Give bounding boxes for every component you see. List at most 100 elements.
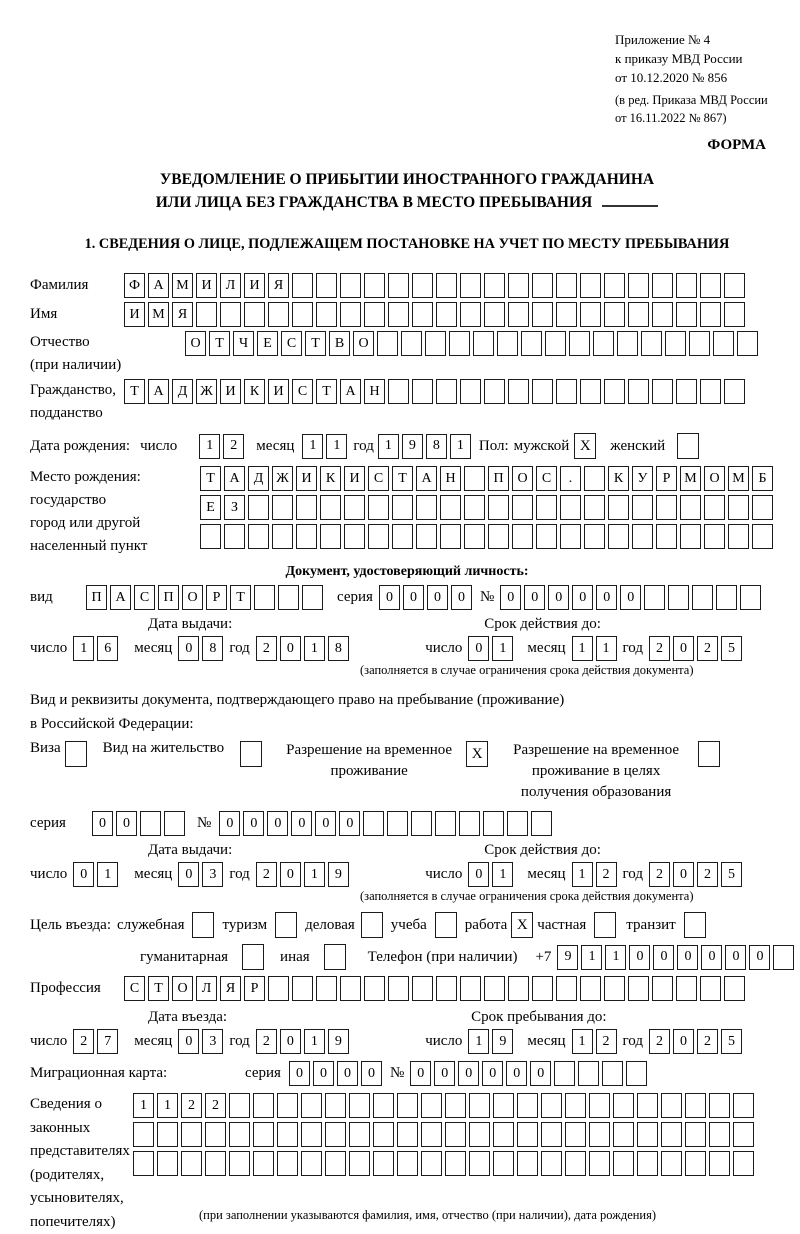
char-cell[interactable]: 2 — [697, 862, 718, 887]
char-cell[interactable]: 5 — [721, 1029, 742, 1054]
char-cell[interactable]: 2 — [223, 434, 244, 459]
char-cell[interactable] — [724, 379, 745, 404]
char-cell[interactable]: К — [320, 466, 341, 491]
char-cell[interactable] — [637, 1151, 658, 1176]
char-cell[interactable] — [692, 585, 713, 610]
char-cell[interactable] — [464, 495, 485, 520]
char-cell[interactable] — [460, 976, 481, 1001]
char-cell[interactable] — [397, 1151, 418, 1176]
char-cell[interactable]: 2 — [256, 862, 277, 887]
char-cell[interactable] — [349, 1151, 370, 1176]
char-cell[interactable]: 0 — [92, 811, 113, 836]
char-cell[interactable] — [205, 1151, 226, 1176]
char-cell[interactable] — [517, 1151, 538, 1176]
char-cell[interactable] — [140, 811, 161, 836]
char-cell[interactable] — [541, 1093, 562, 1118]
char-cell[interactable]: 0 — [291, 811, 312, 836]
char-cell[interactable]: И — [268, 379, 289, 404]
checkbox-cell[interactable] — [324, 944, 346, 970]
char-cell[interactable] — [733, 1151, 754, 1176]
checkbox-cell[interactable] — [361, 912, 383, 938]
char-cell[interactable] — [724, 976, 745, 1001]
char-cell[interactable]: С — [124, 976, 145, 1001]
char-cell[interactable] — [565, 1122, 586, 1147]
char-cell[interactable] — [700, 976, 721, 1001]
char-cell[interactable]: 0 — [677, 945, 698, 970]
char-cell[interactable] — [364, 273, 385, 298]
char-cell[interactable]: 2 — [697, 1029, 718, 1054]
char-cell[interactable] — [560, 495, 581, 520]
char-cell[interactable]: 2 — [697, 636, 718, 661]
char-cell[interactable] — [460, 302, 481, 327]
char-cell[interactable]: З — [224, 495, 245, 520]
char-cell[interactable] — [668, 585, 689, 610]
char-cell[interactable]: Л — [196, 976, 217, 1001]
char-cell[interactable] — [508, 302, 529, 327]
char-cell[interactable] — [473, 331, 494, 356]
char-cell[interactable] — [416, 495, 437, 520]
char-cell[interactable] — [676, 976, 697, 1001]
char-cell[interactable] — [373, 1093, 394, 1118]
char-cell[interactable]: 0 — [530, 1061, 551, 1086]
char-cell[interactable]: 0 — [749, 945, 770, 970]
char-cell[interactable] — [545, 331, 566, 356]
char-cell[interactable] — [685, 1122, 706, 1147]
char-cell[interactable] — [484, 379, 505, 404]
char-cell[interactable]: 7 — [97, 1029, 118, 1054]
char-cell[interactable] — [531, 811, 552, 836]
char-cell[interactable]: А — [148, 273, 169, 298]
char-cell[interactable] — [565, 1093, 586, 1118]
char-cell[interactable]: 0 — [116, 811, 137, 836]
char-cell[interactable]: И — [124, 302, 145, 327]
char-cell[interactable] — [272, 524, 293, 549]
char-cell[interactable] — [517, 1093, 538, 1118]
char-cell[interactable] — [164, 811, 185, 836]
char-cell[interactable] — [229, 1122, 250, 1147]
char-cell[interactable] — [229, 1151, 250, 1176]
char-cell[interactable] — [224, 524, 245, 549]
char-cell[interactable]: Т — [124, 379, 145, 404]
char-cell[interactable]: 0 — [379, 585, 400, 610]
char-cell[interactable] — [421, 1122, 442, 1147]
char-cell[interactable] — [349, 1122, 370, 1147]
char-cell[interactable] — [507, 811, 528, 836]
char-cell[interactable]: 0 — [548, 585, 569, 610]
char-cell[interactable] — [436, 379, 457, 404]
char-cell[interactable] — [632, 524, 653, 549]
char-cell[interactable] — [676, 273, 697, 298]
char-cell[interactable]: 2 — [73, 1029, 94, 1054]
char-cell[interactable] — [508, 379, 529, 404]
char-cell[interactable] — [604, 302, 625, 327]
char-cell[interactable] — [373, 1122, 394, 1147]
char-cell[interactable]: О — [353, 331, 374, 356]
char-cell[interactable] — [412, 302, 433, 327]
char-cell[interactable] — [464, 524, 485, 549]
char-cell[interactable]: 0 — [280, 862, 301, 887]
char-cell[interactable] — [613, 1093, 634, 1118]
char-cell[interactable] — [556, 302, 577, 327]
char-cell[interactable]: 0 — [629, 945, 650, 970]
char-cell[interactable] — [628, 379, 649, 404]
char-cell[interactable] — [392, 495, 413, 520]
char-cell[interactable]: 0 — [673, 1029, 694, 1054]
char-cell[interactable] — [416, 524, 437, 549]
char-cell[interactable]: М — [680, 466, 701, 491]
char-cell[interactable]: 0 — [482, 1061, 503, 1086]
char-cell[interactable]: Ф — [124, 273, 145, 298]
char-cell[interactable] — [700, 273, 721, 298]
char-cell[interactable]: 0 — [468, 636, 489, 661]
char-cell[interactable] — [661, 1122, 682, 1147]
char-cell[interactable] — [196, 302, 217, 327]
char-cell[interactable] — [724, 302, 745, 327]
char-cell[interactable] — [541, 1151, 562, 1176]
char-cell[interactable] — [349, 1093, 370, 1118]
char-cell[interactable]: 5 — [721, 636, 742, 661]
char-cell[interactable] — [652, 302, 673, 327]
char-cell[interactable] — [652, 379, 673, 404]
char-cell[interactable] — [460, 273, 481, 298]
char-cell[interactable] — [229, 1093, 250, 1118]
char-cell[interactable] — [449, 331, 470, 356]
char-cell[interactable] — [637, 1093, 658, 1118]
char-cell[interactable] — [517, 1122, 538, 1147]
char-cell[interactable]: 0 — [361, 1061, 382, 1086]
